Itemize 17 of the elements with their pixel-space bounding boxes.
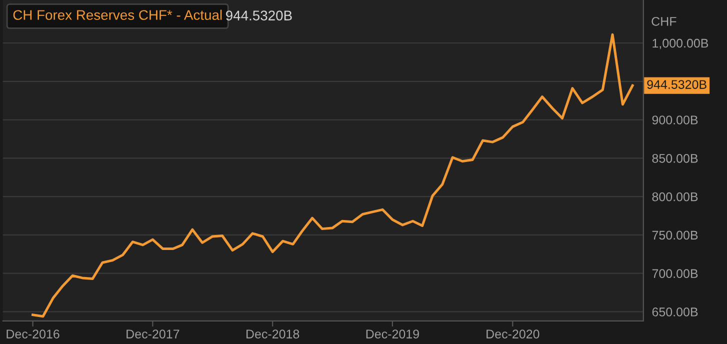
annotation: 944.5320B [647, 80, 706, 89]
annotation: 944.5320B [226, 10, 292, 20]
line-series [32, 33, 634, 318]
y-tick-label: 750.00B [652, 230, 698, 240]
x-tick-label: Dec-2019 [366, 330, 419, 338]
x-tick-label: Dec-2017 [126, 330, 180, 338]
y-tick-label: 700.00B [652, 269, 698, 278]
y-axis-title: CHF [652, 16, 676, 26]
y-tick-label: 900.00B [652, 116, 698, 124]
x-tick-label: Dec-2020 [486, 330, 540, 338]
y-tick-label: 800.00B [652, 192, 698, 202]
y-tick-label: 1,000.00B [652, 38, 708, 50]
x-tick-label: Dec-2016 [6, 330, 60, 338]
y-tick-label: 850.00B [652, 154, 698, 163]
x-tick-label: Dec-2018 [246, 330, 300, 338]
y-tick-label: 650.00B [652, 308, 698, 316]
text: CH Forex Reserves CHF* - Actual [13, 10, 222, 20]
